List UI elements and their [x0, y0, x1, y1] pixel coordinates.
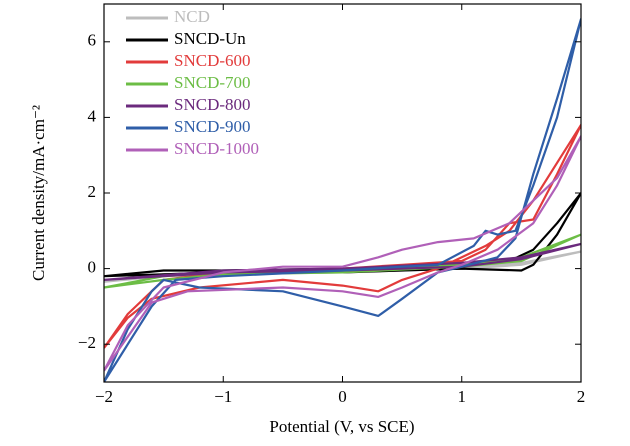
- x-tick-label: −1: [214, 387, 232, 406]
- x-tick-label: 0: [338, 387, 347, 406]
- legend-label: SNCD-800: [174, 95, 251, 114]
- y-tick-label: 0: [88, 258, 97, 277]
- legend-label: SNCD-1000: [174, 139, 259, 158]
- series-line: [104, 135, 581, 372]
- legend-label: SNCD-Un: [174, 29, 246, 48]
- y-tick-label: 6: [88, 31, 97, 50]
- x-tick-label: 2: [577, 387, 586, 406]
- series-line: [104, 242, 581, 281]
- legend-label: SNCD-700: [174, 73, 251, 92]
- x-tick-label: −2: [95, 387, 113, 406]
- y-tick-label: −2: [78, 333, 96, 352]
- x-axis-label: Potential (V, vs SCE): [269, 417, 414, 436]
- y-tick-label: 4: [88, 106, 97, 125]
- legend-label: NCD: [174, 7, 210, 26]
- series-line: [104, 18, 581, 382]
- legend-label: SNCD-900: [174, 117, 251, 136]
- y-tick-label: 2: [88, 182, 97, 201]
- x-tick-label: 1: [458, 387, 467, 406]
- plot-area: [104, 18, 581, 382]
- legend-label: SNCD-600: [174, 51, 251, 70]
- y-axis-label: Current density/mA·cm⁻²: [29, 105, 48, 281]
- series-line: [104, 123, 581, 349]
